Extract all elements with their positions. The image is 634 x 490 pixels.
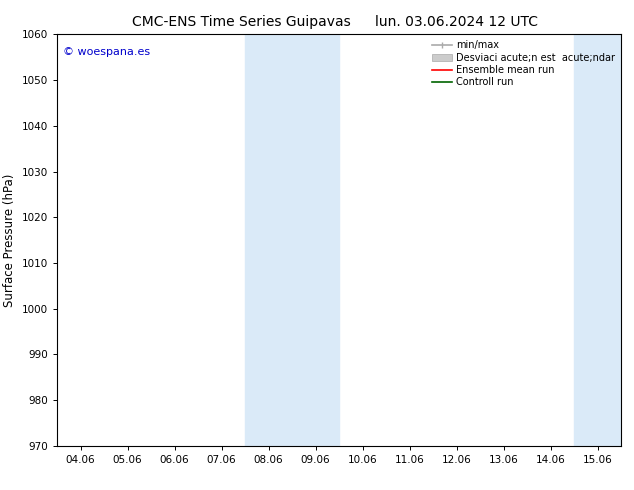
Bar (292, 34, 339, 446)
Text: CMC-ENS Time Series Guipavas: CMC-ENS Time Series Guipavas (131, 15, 351, 29)
Bar (574, 34, 621, 446)
Text: lun. 03.06.2024 12 UTC: lun. 03.06.2024 12 UTC (375, 15, 538, 29)
Legend: min/max, Desviaci acute;n est  acute;ndar, Ensemble mean run, Controll run: min/max, Desviaci acute;n est acute;ndar… (429, 37, 618, 90)
Bar (245, 34, 292, 446)
Text: © woespana.es: © woespana.es (63, 47, 150, 57)
Y-axis label: Surface Pressure (hPa): Surface Pressure (hPa) (3, 173, 16, 307)
